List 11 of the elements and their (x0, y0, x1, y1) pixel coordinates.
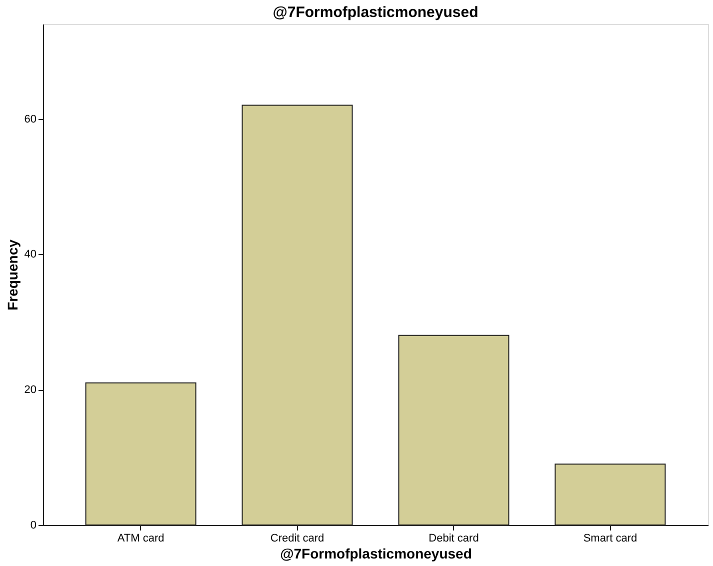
y-axis-title: Frequency (4, 239, 20, 310)
x-tick-label: Smart card (583, 532, 638, 544)
x-axis-title: @7Formofplasticmoneyused (280, 546, 472, 562)
y-tick-label: 0 (30, 520, 36, 532)
y-tick-label: 40 (24, 248, 36, 261)
x-tick-label: ATM card (117, 532, 164, 544)
x-tick-label: Debit card (428, 532, 479, 544)
chart-title: @7Formofplasticmoneyused (272, 4, 478, 21)
y-tick-label: 60 (24, 113, 36, 126)
x-tick-label: Credit card (270, 532, 324, 544)
y-tick-label: 20 (24, 384, 36, 396)
